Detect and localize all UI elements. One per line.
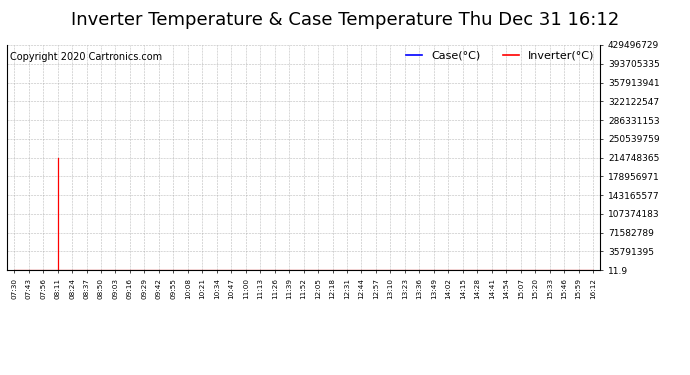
Text: Inverter Temperature & Case Temperature Thu Dec 31 16:12: Inverter Temperature & Case Temperature … <box>71 11 619 29</box>
Text: Copyright 2020 Cartronics.com: Copyright 2020 Cartronics.com <box>10 52 162 62</box>
Legend: Case(°C), Inverter(°C): Case(°C), Inverter(°C) <box>406 51 595 60</box>
